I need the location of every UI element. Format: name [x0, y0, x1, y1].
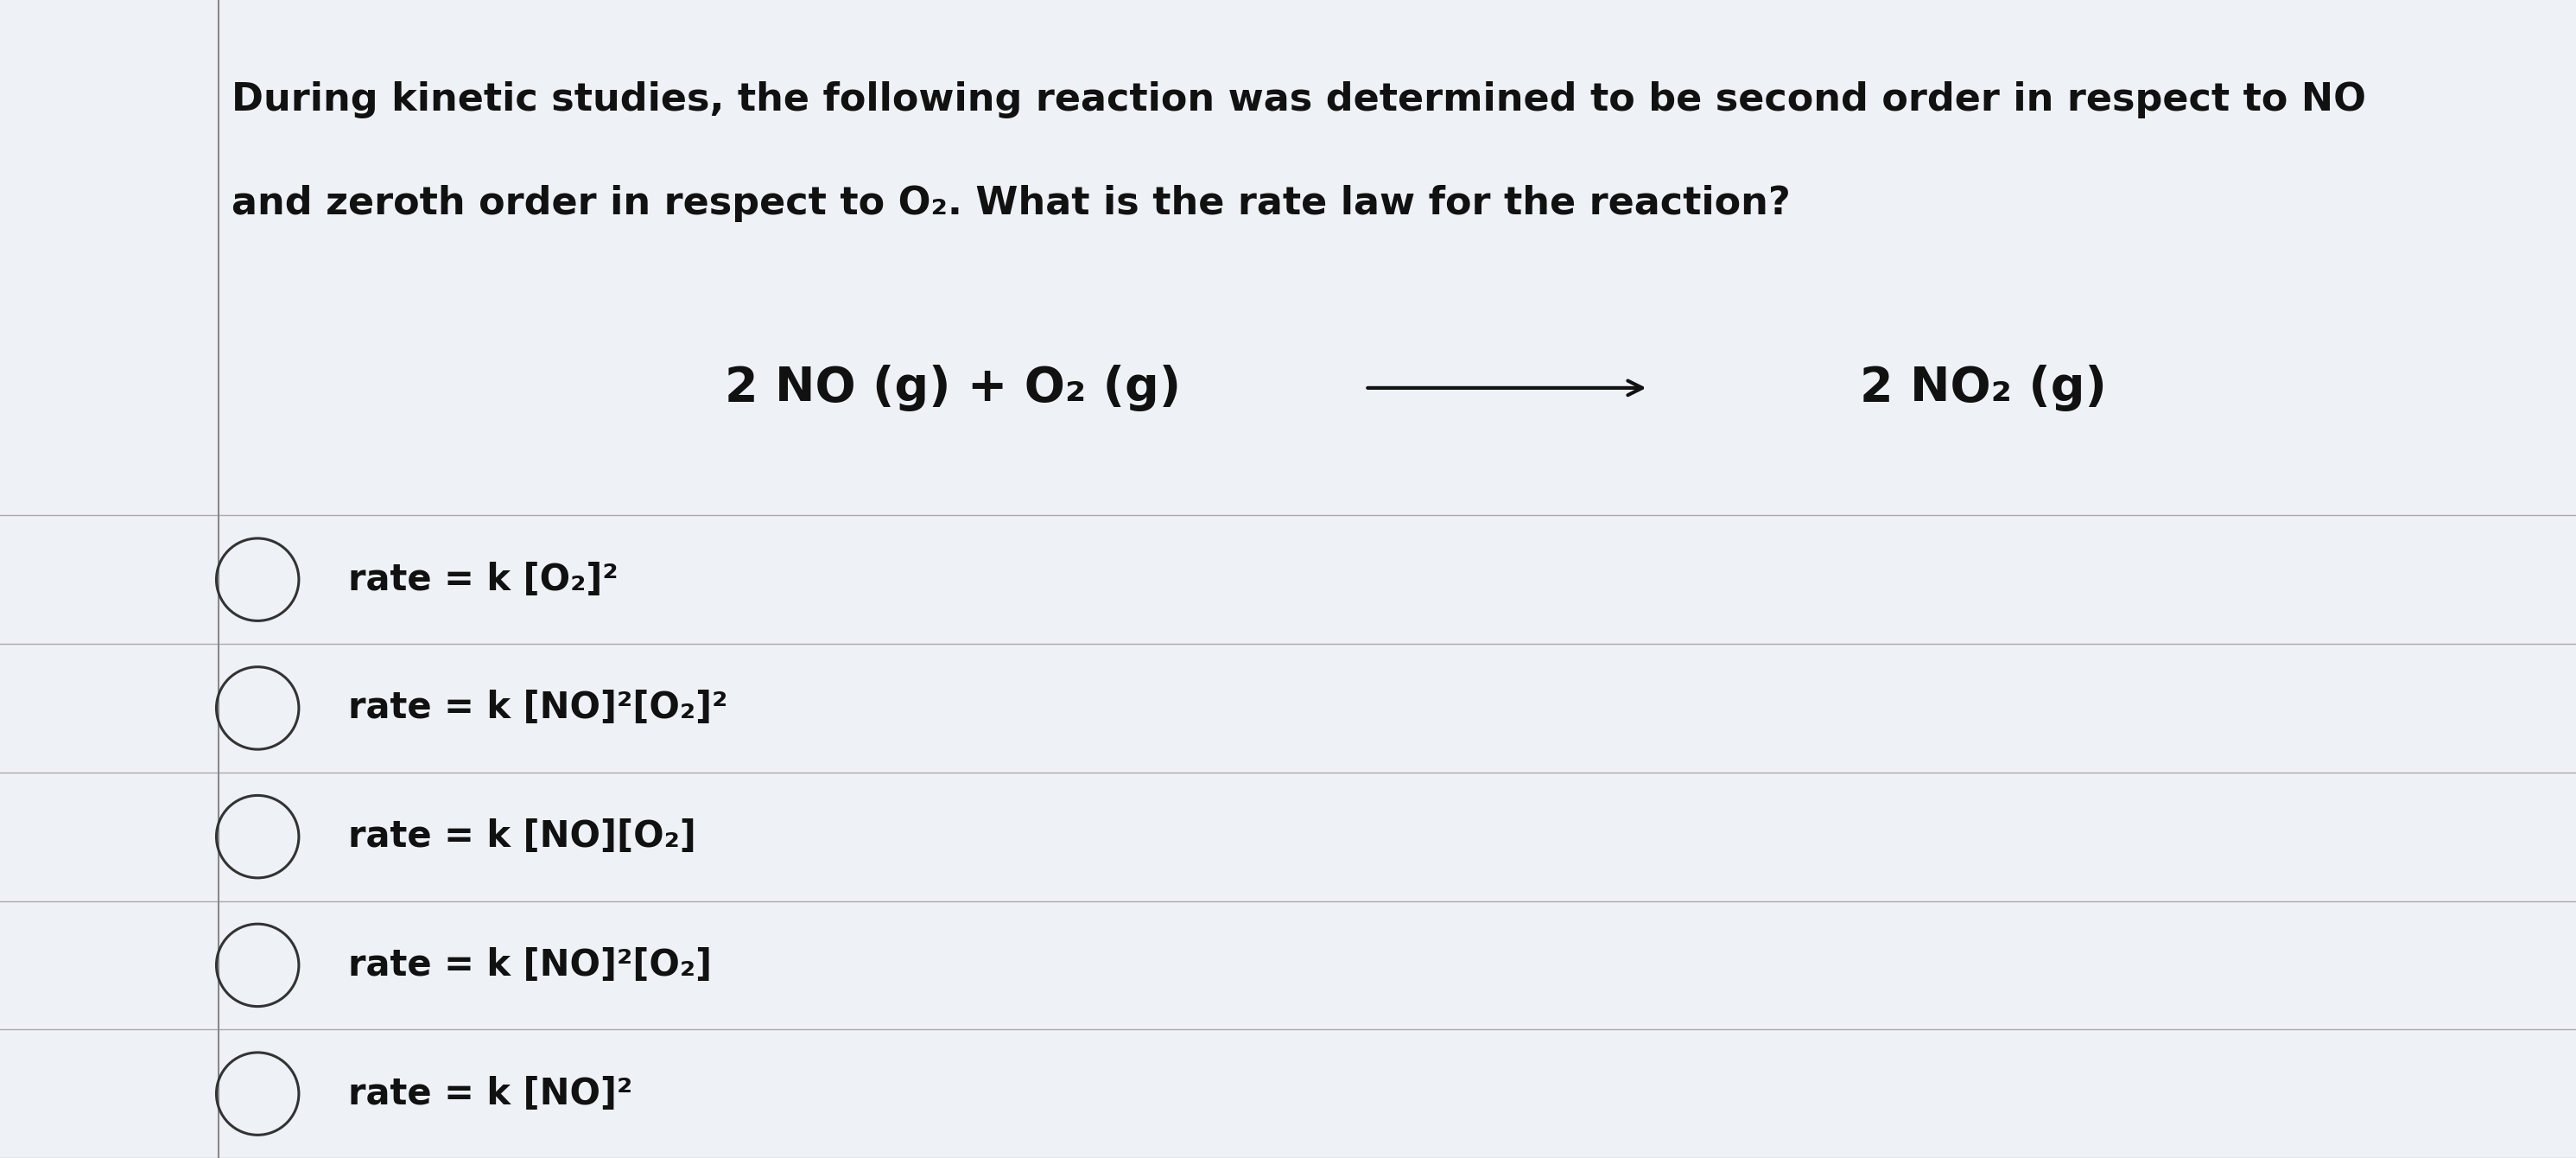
Text: During kinetic studies, the following reaction was determined to be second order: During kinetic studies, the following re…	[232, 81, 2367, 118]
Text: 2 NO (g) + O₂ (g): 2 NO (g) + O₂ (g)	[724, 365, 1182, 411]
Text: and zeroth order in respect to O₂. What is the rate law for the reaction?: and zeroth order in respect to O₂. What …	[232, 185, 1790, 222]
Text: rate = k [NO]²: rate = k [NO]²	[348, 1076, 631, 1112]
Text: rate = k [NO][O₂]: rate = k [NO][O₂]	[348, 819, 696, 855]
Text: rate = k [O₂]²: rate = k [O₂]²	[348, 562, 618, 598]
Text: rate = k [NO]²[O₂]: rate = k [NO]²[O₂]	[348, 947, 711, 983]
Text: rate = k [NO]²[O₂]²: rate = k [NO]²[O₂]²	[348, 690, 726, 726]
Text: 2 NO₂ (g): 2 NO₂ (g)	[1860, 365, 2107, 411]
